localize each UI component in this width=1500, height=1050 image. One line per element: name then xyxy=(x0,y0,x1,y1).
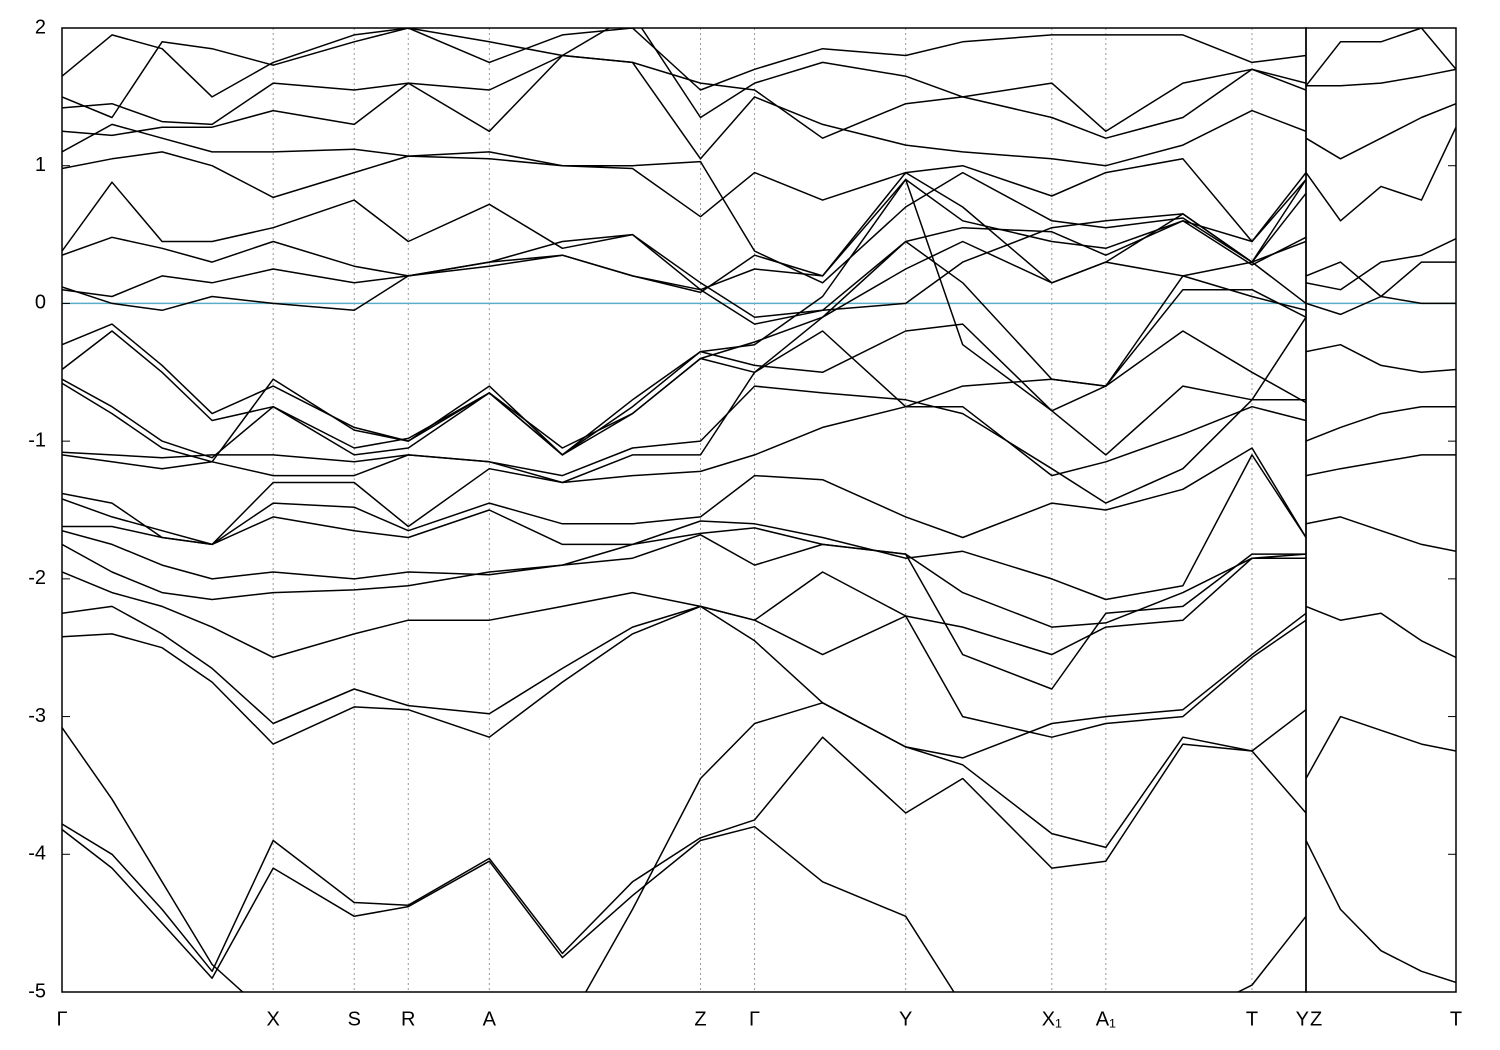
band-line xyxy=(1306,261,1456,298)
band-line xyxy=(62,330,1306,484)
band-line xyxy=(62,179,1306,456)
band-line xyxy=(1306,238,1456,291)
y-tick-label: -1 xyxy=(28,429,46,451)
x-tick-label: T xyxy=(1246,1008,1258,1030)
y-tick-label: -4 xyxy=(28,843,46,865)
x-tick-label: T xyxy=(1450,1008,1462,1030)
band-line xyxy=(62,605,1306,759)
band-line xyxy=(62,171,1306,298)
x-tick-label: X₁ xyxy=(1042,1008,1062,1030)
band-line xyxy=(1306,605,1456,659)
x-tick-label: Z xyxy=(1310,1008,1322,1030)
band-line xyxy=(62,178,1306,291)
band-line xyxy=(62,28,1306,98)
band-line xyxy=(62,447,1306,546)
x-tick-label: Y xyxy=(899,1008,912,1030)
x-tick-label: A₁ xyxy=(1096,1008,1116,1030)
band-line xyxy=(62,213,1306,325)
x-tick-label: Z xyxy=(694,1008,706,1030)
x-tick-label: S xyxy=(348,1008,361,1030)
band-line xyxy=(1306,715,1456,779)
band-line xyxy=(1306,840,1456,984)
band-line xyxy=(62,123,1306,284)
plot-area xyxy=(62,28,1306,992)
band-line xyxy=(62,151,1306,243)
band-line xyxy=(62,557,1306,659)
band-line xyxy=(1306,454,1456,477)
y-tick-label: 1 xyxy=(35,154,46,176)
band-line xyxy=(62,28,1306,133)
band-line xyxy=(62,178,1306,456)
band-line xyxy=(62,534,1306,690)
band-line xyxy=(1306,516,1456,553)
band-line xyxy=(1306,103,1456,160)
band-line xyxy=(1306,295,1456,316)
band-line xyxy=(62,454,1306,601)
band-line xyxy=(62,736,1306,973)
band-line xyxy=(62,825,1306,992)
x-tick-label: A xyxy=(483,1008,497,1030)
band-line xyxy=(62,288,1306,463)
plot-area xyxy=(1306,28,1456,992)
y-tick-label: -5 xyxy=(28,980,46,1002)
x-tick-label: Γ xyxy=(749,1008,760,1030)
plot-frame xyxy=(1305,27,1457,993)
x-tick-label: Γ xyxy=(56,1008,67,1030)
x-tick-label: X xyxy=(266,1008,279,1030)
band-line xyxy=(62,605,1306,738)
band-line xyxy=(62,181,1306,318)
x-tick-label: Y xyxy=(1296,1008,1309,1030)
band-line xyxy=(62,405,1306,546)
y-tick-label: -2 xyxy=(28,567,46,589)
band-line xyxy=(62,54,1306,139)
band-line xyxy=(62,527,1306,628)
y-tick-label: 2 xyxy=(35,16,46,38)
band-line xyxy=(1306,28,1456,87)
band-line xyxy=(1306,68,1456,87)
band-line xyxy=(1306,405,1456,442)
y-tick-label: -3 xyxy=(28,705,46,727)
band-line xyxy=(62,385,1306,504)
y-tick-label: 0 xyxy=(35,292,46,314)
plot-frame xyxy=(61,27,1307,993)
band-line xyxy=(62,54,1306,167)
band-line xyxy=(62,702,1306,992)
band-line xyxy=(1306,343,1456,374)
x-tick-label: R xyxy=(401,1008,415,1030)
band-line xyxy=(1306,126,1456,222)
